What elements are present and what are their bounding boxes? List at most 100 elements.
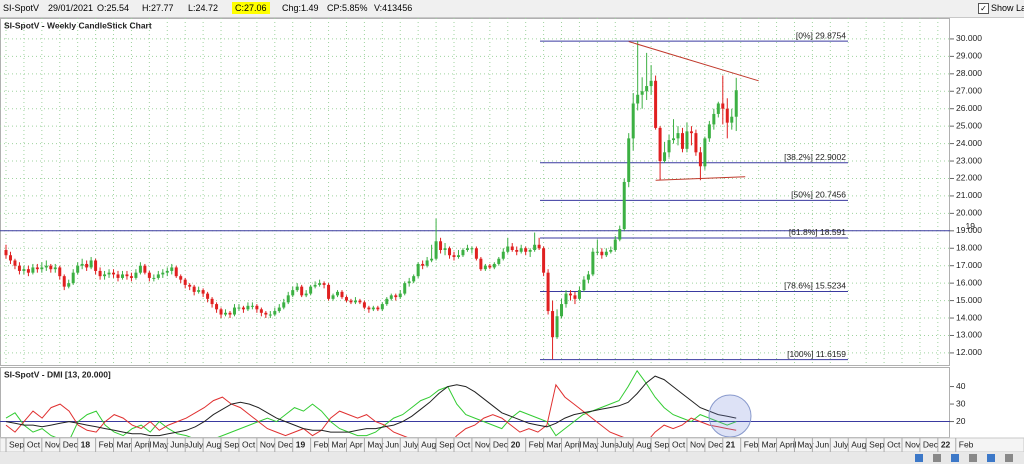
y-tick-label: 20.000 <box>956 208 982 218</box>
candle-body <box>129 276 133 278</box>
x-tick-label: 19 <box>296 439 306 449</box>
close: C:27.06 <box>232 2 270 14</box>
candle-body <box>667 140 671 153</box>
x-tick-label: 22 <box>941 439 951 449</box>
candle-body <box>44 265 48 268</box>
x-tick-label: 18 <box>81 439 91 449</box>
x-tick-label: Jun <box>385 439 399 449</box>
candle-body <box>268 314 272 316</box>
x-tick-label: May <box>367 439 384 449</box>
main-plot: [0%] 29.8754 [38.2%] 22.9002 [50%] 20.7456… <box>0 18 950 366</box>
y-tick-label: 24.000 <box>956 138 982 148</box>
candle-body <box>188 284 192 287</box>
y-tick-label: 20 <box>956 416 966 426</box>
y-tick-label: 30 <box>956 398 966 408</box>
scroll-button[interactable] <box>951 454 959 462</box>
candle-body <box>483 265 487 270</box>
candle-body <box>237 307 241 309</box>
x-tick-label: Aug <box>421 439 436 449</box>
candle-body <box>461 250 465 256</box>
candle-body <box>40 267 44 270</box>
x-tick-label: Oct <box>887 439 901 449</box>
x-tick-label: Dec <box>923 439 939 449</box>
scroll-button[interactable] <box>933 454 941 462</box>
candle-body <box>600 251 604 256</box>
x-tick-label: Feb <box>314 439 329 449</box>
candle-body <box>4 250 8 256</box>
x-tick-label: July <box>618 439 634 449</box>
candle-body <box>716 103 720 114</box>
candle-body <box>389 295 393 299</box>
candle-body <box>313 284 317 287</box>
candle-body <box>636 94 640 104</box>
candle-body <box>170 267 174 271</box>
candle-body <box>224 312 228 315</box>
candle-body <box>448 248 452 256</box>
x-tick-label: Aug <box>206 439 221 449</box>
candle-body <box>246 305 250 310</box>
scroll-button[interactable] <box>969 454 977 462</box>
candle-body <box>35 267 39 270</box>
candle-body <box>300 286 304 296</box>
show-last-label: Show Last <box>991 3 1024 13</box>
y-tick-label: 40 <box>956 381 966 391</box>
candle-body <box>273 311 277 315</box>
scrollbar[interactable] <box>0 452 1024 464</box>
candle-body <box>277 307 281 312</box>
candle-body <box>407 281 411 284</box>
x-tick-label: Dec <box>493 439 509 449</box>
fib-label: [78.6%] 15.5234 <box>784 281 846 291</box>
candle-body <box>403 283 407 294</box>
scroll-button[interactable] <box>1005 454 1013 462</box>
x-tick-label: Nov <box>45 439 61 449</box>
open: O:25.54 <box>97 3 130 13</box>
candle-body <box>582 279 586 291</box>
candle-body <box>470 248 474 250</box>
dmi-panel <box>0 367 950 438</box>
zoom-button[interactable] <box>915 454 923 462</box>
candle-body <box>479 258 483 270</box>
dmi-plot <box>0 369 950 437</box>
candle-body <box>627 138 631 182</box>
candle-body <box>604 251 608 256</box>
x-tick-label: Feb <box>744 439 759 449</box>
candle-body <box>698 152 702 167</box>
chart: [0%] 29.8754 [38.2%] 22.9002 [50%] 20.7456… <box>0 18 1024 464</box>
show-last-checkbox[interactable]: ✓ <box>978 3 989 14</box>
x-tick-label: Feb <box>529 439 544 449</box>
x-tick-label: Apr <box>349 439 362 449</box>
candle-body <box>120 274 124 278</box>
candle-body <box>282 302 286 308</box>
candle-body <box>331 295 335 299</box>
candle-body <box>533 244 537 250</box>
symbol: SI-SpotV <box>3 3 40 13</box>
y-tick-label: 14.000 <box>956 312 982 322</box>
candle-body <box>434 241 438 259</box>
candle-body <box>85 263 89 268</box>
y-tick-label: 12.000 <box>956 347 982 357</box>
candle-body <box>380 304 384 310</box>
candle-body <box>560 304 564 317</box>
candle-body <box>649 80 653 87</box>
y-tick-label: 18.000 <box>956 243 982 253</box>
candle-body <box>631 103 635 139</box>
y-tick-label: 15.000 <box>956 295 982 305</box>
candle-body <box>465 248 469 250</box>
x-tick-label: April <box>565 439 582 449</box>
candle-body <box>394 295 398 298</box>
candle-body <box>497 258 501 264</box>
y-tick-label: 21.000 <box>956 190 982 200</box>
candle-body <box>421 263 425 266</box>
scroll-button[interactable] <box>987 454 995 462</box>
candle-body <box>295 286 299 291</box>
candle-body <box>309 286 313 294</box>
candle-body <box>519 248 523 252</box>
candle-body <box>707 124 711 139</box>
candle-body <box>13 260 17 266</box>
candle-body <box>327 284 331 299</box>
x-tick-label: Mar <box>332 439 347 449</box>
candle-body <box>98 270 102 277</box>
fib-label: [100%] 11.6159 <box>787 349 846 359</box>
candle-body <box>398 293 402 298</box>
